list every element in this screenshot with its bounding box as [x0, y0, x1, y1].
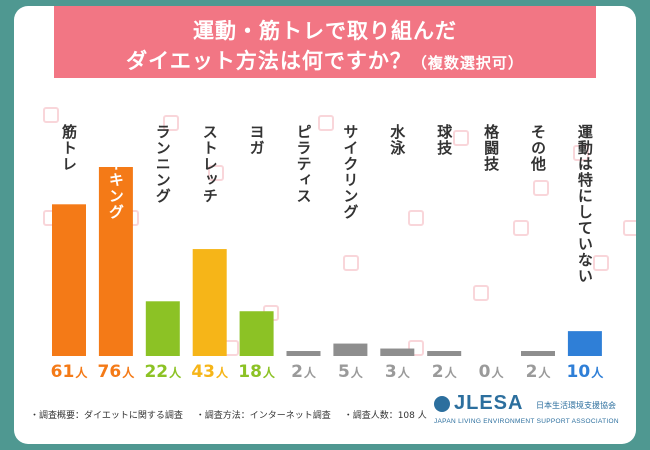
title-line-1: 運動・筋トレで取り組んだ	[193, 19, 457, 43]
value-unit-3: 人	[216, 366, 229, 380]
value-number-11: 10	[566, 362, 591, 382]
background-pattern	[43, 107, 636, 356]
value-number-8: 2	[431, 362, 444, 382]
bg-square-0	[43, 107, 59, 123]
value-label-10: 2人	[513, 362, 563, 382]
bg-square-3	[408, 210, 424, 226]
value-unit-9: 人	[491, 366, 504, 380]
bar-6	[333, 343, 368, 356]
value-number-7: 3	[384, 362, 397, 382]
survey-summary: ・調査概要：ダイエットに関する調査	[30, 411, 183, 421]
category-label-7: 水泳	[388, 124, 407, 156]
value-number-6: 5	[337, 362, 350, 382]
bg-square-9	[473, 285, 489, 301]
category-label-11: 運動は特にしていない	[575, 124, 594, 284]
category-label-2: ランニング	[153, 124, 172, 204]
bg-square-10	[593, 255, 609, 271]
value-unit-6: 人	[350, 366, 363, 380]
bg-square-2	[318, 115, 334, 131]
value-label-0: 61人	[44, 362, 94, 382]
category-label-9: 格闘技	[482, 124, 501, 172]
bar-7	[380, 348, 415, 356]
bar-4	[239, 311, 274, 356]
survey-count: ・調査人数：108 人	[343, 411, 427, 421]
value-unit-1: 人	[122, 366, 135, 380]
bars	[52, 167, 602, 356]
value-label-9: 0人	[466, 362, 516, 382]
survey-footer: ・調査概要：ダイエットに関する調査 ・調査方法：インターネット調査 ・調査人数：…	[30, 408, 437, 421]
value-number-5: 2	[291, 362, 303, 382]
bar-10	[521, 351, 555, 356]
value-unit-7: 人	[397, 366, 410, 380]
value-number-0: 61	[50, 362, 75, 382]
title-note: （複数選択可）	[411, 54, 524, 72]
value-label-8: 2人	[419, 362, 469, 382]
category-label-10: その他	[529, 124, 547, 172]
value-label-1: 76人	[91, 362, 141, 382]
category-label-8: 球技	[435, 124, 454, 156]
bg-square-6	[573, 145, 589, 161]
value-label-3: 43人	[185, 362, 235, 382]
category-label-0: 筋トレ	[60, 124, 78, 172]
value-unit-5: 人	[303, 366, 316, 380]
bg-square-17	[623, 220, 636, 236]
chart-title: 運動・筋トレで取り組んだ ダイエット方法は何ですか？（複数選択可）	[54, 6, 596, 78]
value-label-11: 10人	[560, 362, 610, 382]
value-label-7: 3人	[372, 362, 422, 382]
jlesa-logo: JLESA 日本生活環境支援協会 JAPAN LIVING ENVIRONMEN…	[434, 392, 634, 434]
value-number-10: 2	[525, 362, 538, 382]
category-label-5: ピラティス	[294, 124, 313, 204]
logo-brand: JLESA	[454, 392, 524, 414]
logo-en-name: JAPAN LIVING ENVIRONMENT SUPPORT ASSOCIA…	[434, 418, 619, 425]
value-unit-4: 人	[262, 366, 275, 380]
bar-1	[98, 167, 133, 356]
value-number-1: 76	[97, 362, 122, 382]
category-label-4: ヨガ	[247, 124, 266, 156]
bar-0	[52, 204, 86, 356]
value-unit-8: 人	[444, 366, 457, 380]
bar-2	[145, 301, 180, 356]
value-unit-11: 人	[591, 366, 604, 380]
bg-square-4	[453, 130, 469, 146]
bg-square-5	[513, 220, 529, 236]
value-number-4: 18	[238, 362, 262, 382]
value-label-5: 2人	[279, 362, 329, 382]
category-label-3: ストレッチ	[200, 124, 219, 204]
value-label-2: 22人	[138, 362, 188, 382]
bar-11	[567, 331, 602, 356]
survey-method: ・調査方法：インターネット調査	[195, 411, 331, 421]
title-question: ダイエット方法は何ですか？	[126, 49, 412, 73]
bar-chart	[43, 107, 636, 356]
bar-8	[427, 351, 462, 356]
bg-square-7	[343, 255, 359, 271]
category-label-6: サイクリング	[341, 124, 360, 220]
value-number-3: 43	[191, 362, 216, 382]
value-unit-10: 人	[538, 366, 551, 380]
bar-3	[192, 249, 227, 356]
logo-circle-icon	[434, 396, 450, 412]
value-number-2: 22	[144, 362, 169, 382]
value-label-6: 5人	[325, 362, 375, 382]
bg-square-1	[208, 165, 224, 181]
bg-square-15	[533, 180, 549, 196]
value-unit-2: 人	[169, 366, 182, 380]
bar-5	[286, 351, 321, 356]
chart-card: 運動・筋トレで取り組んだ ダイエット方法は何ですか？（複数選択可） 筋トレ ウォー…	[14, 6, 636, 444]
value-number-9: 0	[478, 362, 491, 382]
title-line-2: ダイエット方法は何ですか？（複数選択可）	[54, 45, 596, 75]
logo-jp-name: 日本生活環境支援協会	[536, 401, 616, 410]
category-label-1: ウォーキング	[106, 124, 125, 220]
bg-square-18	[163, 115, 179, 131]
bg-square-14	[408, 340, 424, 356]
value-label-4: 18人	[232, 362, 282, 382]
value-unit-0: 人	[75, 366, 88, 380]
